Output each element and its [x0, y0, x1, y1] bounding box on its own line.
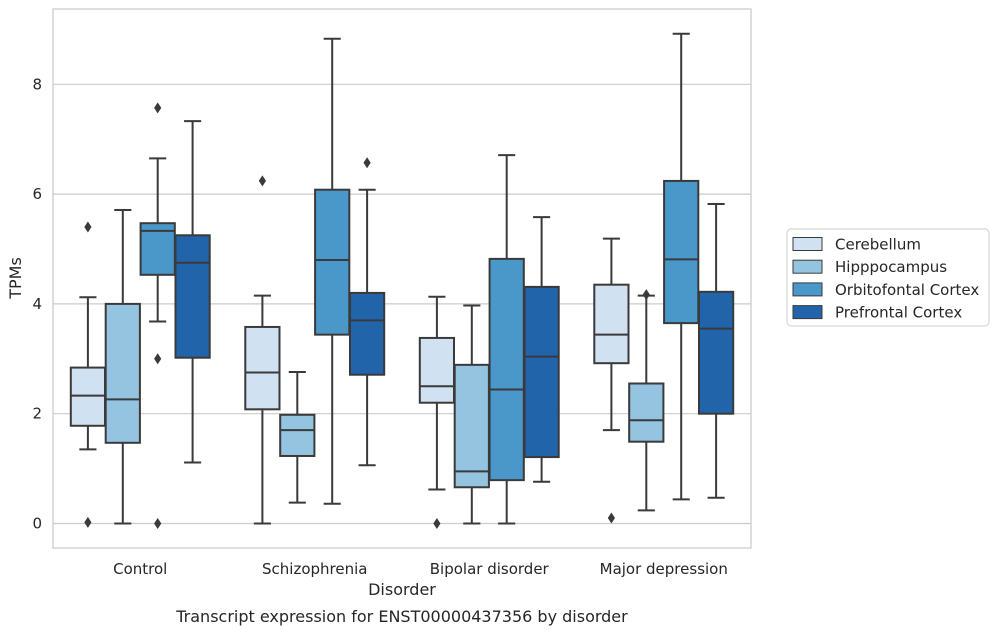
y-axis-title: TPMs: [6, 257, 25, 300]
outlier-point: [642, 289, 650, 301]
box-prefrontal-cortex: [174, 120, 211, 464]
box-prefrontal-cortex: [697, 202, 735, 499]
box-orbitofontal-cortex: [314, 37, 351, 505]
outlier-point: [84, 516, 92, 528]
box-iqr: [593, 283, 630, 365]
box-orbitofontal-cortex: [488, 154, 525, 525]
y-tick-labels: 0 2 4 6 8: [32, 75, 42, 532]
box-cerebellum: [593, 237, 630, 524]
chart-caption: Transcript expression for ENST0000043735…: [175, 607, 628, 626]
box-iqr: [279, 413, 316, 457]
y-tick-label: 6: [32, 185, 42, 203]
outlier-point: [154, 353, 162, 365]
box-iqr: [348, 291, 386, 376]
box-iqr: [697, 290, 735, 415]
outlier-point: [607, 512, 615, 524]
x-tick-labels: Control Schizophrenia Bipolar disorder Majo…: [113, 560, 728, 578]
x-tick-label: Bipolar disorder: [430, 560, 550, 578]
outlier-point: [363, 157, 371, 169]
box-prefrontal-cortex: [523, 216, 560, 483]
legend-frame: [786, 228, 990, 327]
x-tick-label: Schizophrenia: [262, 560, 367, 578]
legend: Cerebellum Hipppocampus Orbitofontal Corte…: [786, 228, 990, 327]
box-prefrontal-cortex: [348, 157, 386, 467]
outlier-point: [258, 175, 266, 187]
plot-area-frame: [52, 8, 752, 549]
outlier-point: [433, 518, 441, 529]
legend-swatch: [792, 237, 823, 251]
box-iqr: [244, 325, 281, 411]
legend-label: Hipppocampus: [835, 258, 947, 276]
y-tick-label: 4: [32, 295, 42, 313]
box-hipppocampus: [104, 209, 141, 525]
boxes-layer: [69, 32, 735, 529]
box-iqr: [314, 188, 351, 336]
box-cerebellum: [69, 221, 107, 528]
box-iqr: [174, 234, 211, 359]
plot-area-background: [53, 9, 751, 548]
x-tick-label: Control: [113, 560, 167, 578]
legend-label: Orbitofontal Cortex: [835, 281, 979, 299]
box-orbitofontal-cortex: [663, 32, 700, 501]
legend-label: Cerebellum: [835, 236, 921, 254]
y-tick-label: 0: [32, 515, 42, 533]
box-iqr: [69, 366, 107, 427]
box-iqr: [663, 179, 700, 325]
box-iqr: [104, 302, 141, 444]
box-iqr: [418, 336, 456, 404]
y-tick-label: 2: [32, 405, 42, 423]
outlier-point: [154, 102, 162, 114]
box-cerebellum: [244, 175, 281, 525]
box-hipppocampus: [453, 304, 490, 525]
y-tick-label: 8: [32, 75, 42, 93]
legend-swatch: [792, 259, 823, 274]
box-iqr: [523, 285, 560, 459]
outlier-point: [84, 221, 92, 233]
box-iqr: [488, 257, 525, 482]
box-hipppocampus: [628, 289, 665, 512]
box-iqr: [628, 382, 665, 443]
outlier-point: [154, 518, 162, 529]
gridlines: [53, 83, 751, 525]
legend-label: Prefrontal Cortex: [835, 304, 962, 322]
box-iqr: [453, 363, 490, 489]
box-hipppocampus: [279, 370, 316, 504]
x-axis-title: Disorder: [368, 580, 436, 599]
legend-swatch: [792, 282, 823, 297]
x-tick-label: Major depression: [600, 560, 728, 578]
legend-swatch: [792, 305, 823, 320]
